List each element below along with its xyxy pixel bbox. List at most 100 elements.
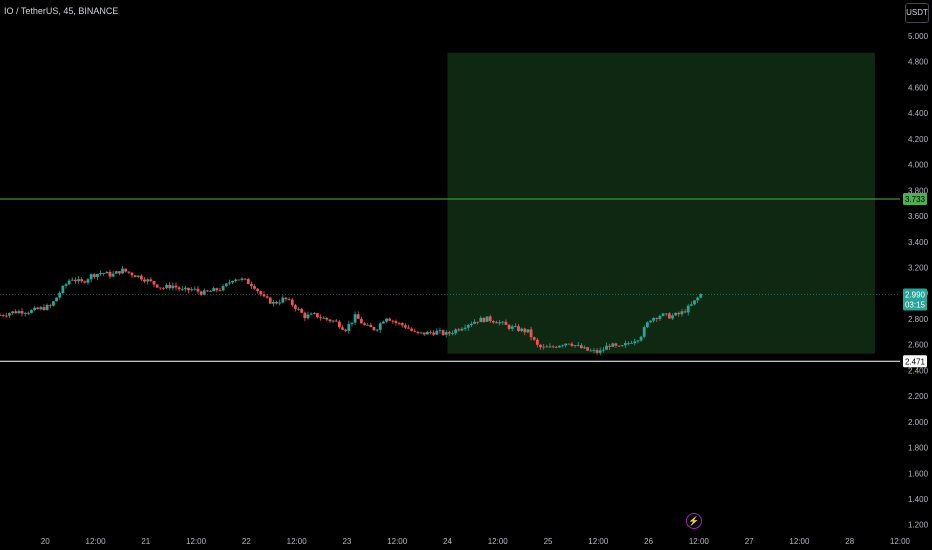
candle-body xyxy=(89,274,93,280)
candle-body xyxy=(70,279,74,281)
candle-body xyxy=(642,327,646,337)
candle-body xyxy=(504,321,508,325)
time-tick-label: 20 xyxy=(41,537,50,546)
candle-body xyxy=(281,297,285,303)
candle-body xyxy=(589,350,593,352)
candle-body xyxy=(243,278,247,280)
candle-body xyxy=(513,326,517,327)
candle-body xyxy=(52,301,55,306)
candle-body xyxy=(268,297,272,304)
price-axis[interactable]: 5.2005.0004.8004.6004.4004.2004.0003.800… xyxy=(908,6,929,529)
candle-body xyxy=(193,288,197,290)
candle-body xyxy=(202,290,206,295)
candle-body xyxy=(341,327,344,330)
candle-body xyxy=(215,288,219,291)
candle-body xyxy=(42,307,46,310)
candle-body xyxy=(557,345,561,348)
candle-body xyxy=(554,346,558,348)
support-price-tag: 2.471 xyxy=(905,357,926,366)
candle-body xyxy=(130,272,134,276)
candle-body xyxy=(249,284,253,287)
candle-body xyxy=(312,313,316,314)
candle-body xyxy=(168,284,172,289)
candle-body xyxy=(121,268,124,274)
candle-body xyxy=(674,312,678,316)
candle-body xyxy=(114,271,118,274)
candle-body xyxy=(372,327,376,331)
candle-body xyxy=(80,279,84,282)
candle-body xyxy=(209,291,212,292)
price-tick-label: 2.600 xyxy=(908,341,929,350)
candle-body xyxy=(133,275,137,277)
candle-body xyxy=(649,320,652,323)
currency-button[interactable]: USDT xyxy=(905,3,929,23)
candle-body xyxy=(667,313,671,319)
candle-body xyxy=(611,343,615,347)
candle-body xyxy=(234,279,238,281)
candle-body xyxy=(614,343,618,346)
price-tick-label: 1.800 xyxy=(908,444,929,453)
candle-body xyxy=(259,291,263,295)
candle-body xyxy=(231,280,234,283)
candle-body xyxy=(661,313,665,316)
candle-body xyxy=(410,328,414,331)
candle-body xyxy=(620,345,624,347)
time-tick-label: 12:00 xyxy=(387,537,408,546)
time-tick-label: 12:00 xyxy=(789,537,810,546)
candle-body xyxy=(86,279,90,283)
price-tick-label: 3.800 xyxy=(908,186,929,195)
candle-body xyxy=(369,324,373,328)
candle-body xyxy=(39,307,43,310)
candle-body xyxy=(482,317,486,322)
candle-body xyxy=(363,323,366,325)
candle-body xyxy=(579,345,583,349)
candle-body xyxy=(548,346,552,348)
candle-body xyxy=(633,341,637,344)
candle-body xyxy=(74,279,77,282)
candle-body xyxy=(287,299,291,300)
price-tick-label: 2.400 xyxy=(908,366,929,375)
candle-body xyxy=(576,345,580,346)
candle-body xyxy=(158,287,162,289)
candle-body xyxy=(262,294,266,297)
price-tick-label: 4.800 xyxy=(908,58,929,67)
candle-body xyxy=(111,273,115,277)
candle-body xyxy=(155,284,159,288)
candles xyxy=(0,265,703,356)
candle-body xyxy=(218,290,222,292)
candle-body xyxy=(422,332,426,335)
candle-body xyxy=(48,305,52,306)
candle-body xyxy=(124,268,128,272)
candle-body xyxy=(221,286,225,291)
lightning-icon[interactable]: ⚡ xyxy=(686,513,702,529)
candle-body xyxy=(413,330,417,332)
candle-body xyxy=(517,326,520,332)
price-tick-label: 1.400 xyxy=(908,495,929,504)
time-tick-label: 12:00 xyxy=(588,537,609,546)
candle-body xyxy=(658,315,662,319)
time-tick-label: 12:00 xyxy=(86,537,107,546)
last-price-tag-bg xyxy=(903,288,927,311)
candle-body xyxy=(347,323,351,331)
resistance-price-tag: 3.733 xyxy=(905,195,926,204)
candle-body xyxy=(429,331,432,333)
last-price-tag: 2.990 xyxy=(905,291,926,300)
candle-body xyxy=(400,323,404,326)
price-tick-label: 2.800 xyxy=(908,315,929,324)
candle-body xyxy=(14,311,18,314)
time-tick-label: 27 xyxy=(745,537,754,546)
time-tick-label: 12:00 xyxy=(488,537,509,546)
candle-body xyxy=(309,313,313,315)
candle-body xyxy=(196,288,200,292)
time-tick-label: 26 xyxy=(644,537,653,546)
candle-body xyxy=(432,332,436,335)
candle-body xyxy=(645,322,649,328)
candle-body xyxy=(275,301,278,304)
candle-body xyxy=(237,279,241,281)
support-price-tag-bg xyxy=(903,355,927,368)
candle-body xyxy=(212,288,216,292)
time-axis[interactable]: 20 12:00 21 12:00 22 12:00 23 12:00 24 12:00 25 12:… xyxy=(41,537,911,546)
candle-body xyxy=(177,287,181,290)
